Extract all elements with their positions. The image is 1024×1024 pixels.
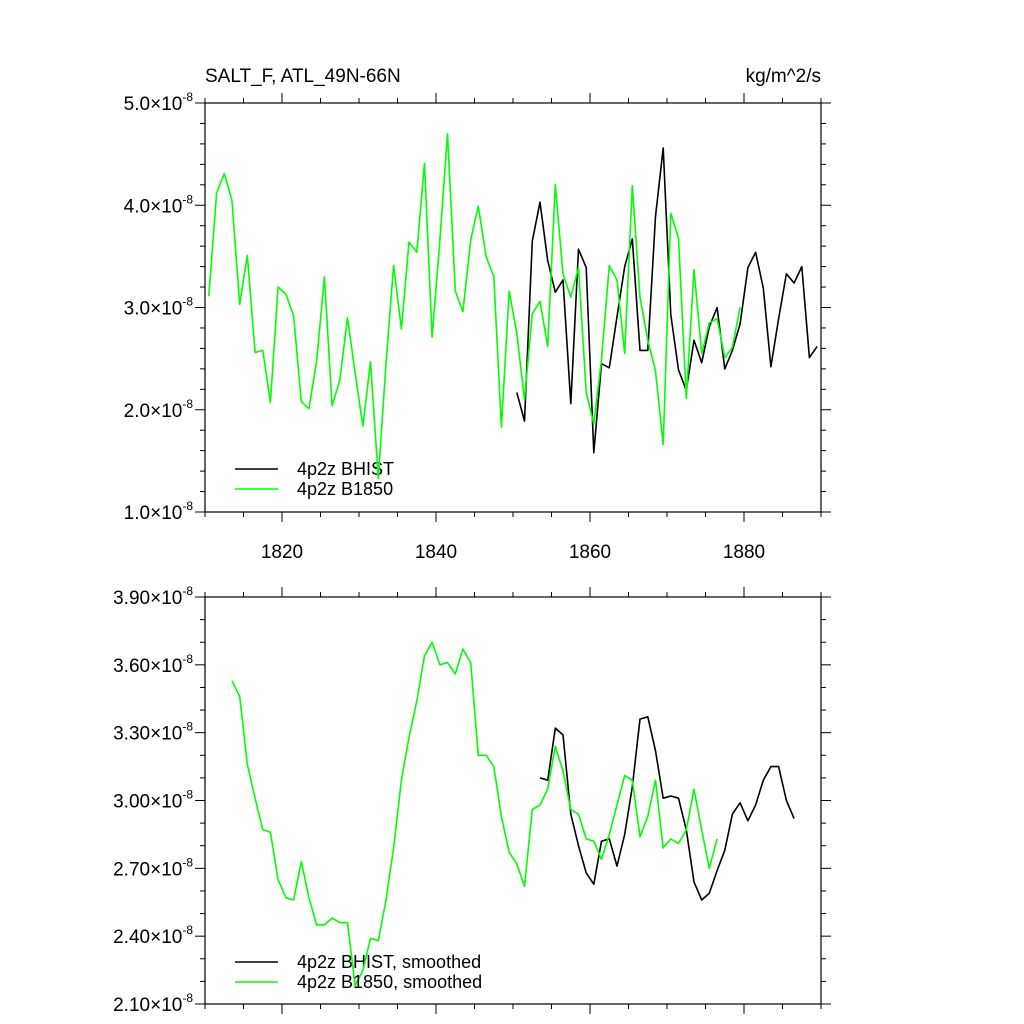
y-tick-mantissa: 3.90 — [113, 588, 150, 609]
y-tick-mantissa: 2.40 — [113, 927, 150, 948]
legend-label: 4p2z BHIST, smoothed — [297, 952, 481, 972]
series-line-0 — [516, 147, 818, 454]
y-tick-label: 1.0×10-8 — [124, 499, 194, 524]
y-tick-label: 3.60×10-8 — [113, 652, 193, 677]
y-tick-label: 2.10×10-8 — [113, 991, 193, 1016]
y-tick-mantissa: 3.00 — [113, 792, 150, 813]
bottom-panel-smoothed: 2.10×10-82.40×10-82.70×10-83.00×10-83.30… — [113, 584, 831, 1016]
times-sign: ×10 — [150, 927, 182, 948]
y-tick-label: 4.0×10-8 — [124, 192, 194, 217]
times-sign: ×10 — [150, 401, 182, 422]
times-sign: ×10 — [150, 724, 182, 745]
times-sign: ×10 — [150, 792, 182, 813]
times-sign: ×10 — [150, 503, 182, 524]
series-line-1 — [208, 132, 741, 480]
y-tick-exponent: -8 — [182, 90, 193, 104]
times-sign: ×10 — [150, 94, 182, 115]
y-tick-label: 3.00×10-8 — [113, 788, 193, 813]
top-panel-raw: 1820 1840 1860 18801.0×10-82.0×10-83.0×10-8… — [124, 90, 831, 563]
series-line-0 — [539, 715, 795, 901]
y-tick-label: 3.0×10-8 — [124, 295, 194, 320]
y-tick-mantissa: 2.70 — [113, 859, 150, 880]
y-tick-exponent: -8 — [182, 923, 193, 937]
y-tick-mantissa: 3.30 — [113, 724, 150, 745]
times-sign: ×10 — [150, 196, 182, 217]
y-tick-label: 2.0×10-8 — [124, 397, 194, 422]
y-tick-mantissa: 2.10 — [113, 995, 150, 1016]
y-tick-label: 3.90×10-8 — [113, 584, 193, 609]
y-tick-exponent: -8 — [182, 652, 193, 666]
y-tick-mantissa: 1.0 — [124, 503, 150, 524]
x-tick-label: 1820 — [261, 542, 303, 563]
chart-title: SALT_F, ATL_49N-66N — [205, 66, 401, 87]
y-tick-exponent: -8 — [182, 499, 193, 513]
y-tick-exponent: -8 — [182, 855, 193, 869]
times-sign: ×10 — [150, 299, 182, 320]
times-sign: ×10 — [150, 588, 182, 609]
y-tick-label: 2.70×10-8 — [113, 855, 193, 880]
y-tick-exponent: -8 — [182, 397, 193, 411]
y-tick-exponent: -8 — [182, 192, 193, 206]
y-tick-mantissa: 2.0 — [124, 401, 150, 422]
legend-label: 4p2z B1850, smoothed — [297, 972, 482, 992]
y-tick-exponent: -8 — [182, 584, 193, 598]
legend-label: 4p2z BHIST — [297, 459, 394, 479]
y-tick-mantissa: 3.60 — [113, 656, 150, 677]
units-label: kg/m^2/s — [746, 66, 821, 87]
y-tick-mantissa: 5.0 — [124, 94, 150, 115]
y-tick-mantissa: 4.0 — [124, 196, 150, 217]
series-line-1 — [231, 641, 718, 987]
times-sign: ×10 — [150, 859, 182, 880]
y-tick-mantissa: 3.0 — [124, 299, 150, 320]
y-tick-label: 5.0×10-8 — [124, 90, 194, 115]
times-sign: ×10 — [150, 995, 182, 1016]
x-tick-label: 1840 — [415, 542, 457, 563]
y-tick-label: 3.30×10-8 — [113, 720, 193, 745]
y-tick-exponent: -8 — [182, 720, 193, 734]
y-tick-exponent: -8 — [182, 788, 193, 802]
y-tick-label: 2.40×10-8 — [113, 923, 193, 948]
times-sign: ×10 — [150, 656, 182, 677]
plot-frame — [204, 596, 822, 1005]
legend-label: 4p2z B1850 — [297, 479, 393, 499]
x-tick-label: 1880 — [723, 542, 765, 563]
plot-frame — [204, 102, 822, 513]
y-tick-exponent: -8 — [182, 991, 193, 1005]
y-tick-exponent: -8 — [182, 295, 193, 309]
x-tick-label: 1860 — [569, 542, 611, 563]
